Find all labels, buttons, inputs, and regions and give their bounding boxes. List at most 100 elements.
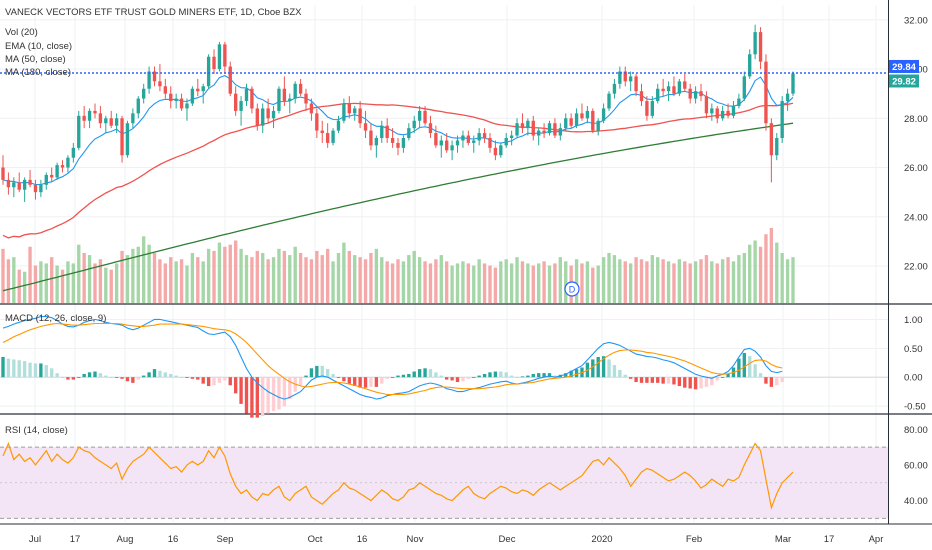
rsi-layer [2,441,794,510]
ma50-line [2,102,794,239]
candle [353,105,357,121]
macd-histogram-bar [250,377,254,418]
volume-bar [1,248,5,303]
candle-body [60,165,65,168]
candle-body [450,145,454,151]
macd-histogram-bar [591,359,595,378]
candle-body [50,174,54,178]
macd-histogram-bar [66,377,70,380]
candle [298,78,303,97]
volume-bar [758,246,763,303]
volume-bar [666,261,671,303]
macd-histogram-bar [282,377,287,407]
volume-bar [66,261,70,303]
candle-body [688,88,692,99]
candle-body [190,88,195,104]
macd-histogram-bar [304,375,308,378]
price-label-box [889,59,919,73]
volume-bar [504,259,508,303]
volume-bar [656,257,660,303]
candle [461,130,465,148]
candle-body [17,182,21,190]
volume-bar [726,257,730,303]
legend-ema: EMA (10, close) [5,41,72,52]
macd-histogram-bar [201,377,205,384]
macd-histogram-bar [363,377,368,388]
macd-histogram-bar [17,360,21,378]
macd-histogram-bar [325,369,330,378]
macd-histogram-bar [158,370,162,378]
macd-histogram-bar [196,377,200,380]
macd-histogram-bar [666,377,671,384]
volume-bar [114,263,119,303]
macd-histogram-bar [190,377,195,379]
candle-body [553,123,557,136]
macd-histogram-bar [504,372,508,378]
volume-bar [445,261,449,303]
volume-bar [277,248,281,303]
candle [266,98,270,124]
macd-histogram-bar [228,377,232,386]
candle-body [677,81,682,94]
candle-body [785,93,790,102]
volume-bar [607,253,611,303]
candle [179,93,184,111]
candle [742,71,746,102]
macd-histogram-bar [769,377,774,387]
volume-bar [147,244,151,303]
candle-body [704,96,709,114]
candle-body [114,118,119,126]
candle-body [726,110,730,116]
macd-histogram-bar [136,377,140,380]
macd-histogram-bar [120,377,124,379]
macd-histogram-bar [623,374,627,378]
candle-body [304,93,308,104]
volume-bar [423,261,427,303]
candle-body [401,137,406,148]
macd-histogram-bar [407,373,411,378]
candle [293,81,297,104]
macd-histogram-bar [656,377,660,383]
volume-bar [672,263,676,303]
macd-histogram-bar [520,376,525,378]
macd-histogram-bar [55,373,59,378]
macd-histogram-bar [439,375,443,378]
macd-histogram-bar [720,377,725,378]
candle [520,113,525,134]
candle [93,103,97,119]
candle-body [385,125,389,138]
macd-histogram-bar [33,363,38,378]
candle [472,135,476,153]
candle-body [515,123,519,136]
volume-bar [196,257,200,303]
candle [1,155,5,185]
volume-bar [650,255,654,303]
candle-body [71,147,76,158]
volume-bar [33,265,38,303]
rsi-legend: RSI (14, close) [5,425,68,436]
volume-bar [309,259,314,303]
candle [201,83,205,104]
candle-body [309,103,314,114]
volume-bar [120,250,124,303]
candle-body [417,110,422,121]
candle-body [488,137,492,148]
macd-histogram-bar [537,373,541,378]
candle [390,128,395,148]
candle-body [504,137,508,146]
candle-body [780,101,784,138]
candle-body [28,179,32,185]
candle-body [120,118,124,156]
candle [753,24,757,60]
price-label-box [889,74,919,88]
volume-bar [623,261,627,303]
candle [628,71,633,92]
volume-bar [742,253,746,303]
volume-bar [6,259,11,303]
volume-bar [125,255,130,303]
volume-bar [455,263,460,303]
candle-body [710,108,714,114]
dividend-marker[interactable]: D [564,281,580,297]
candle-body [412,120,416,129]
candle-body [206,56,211,87]
